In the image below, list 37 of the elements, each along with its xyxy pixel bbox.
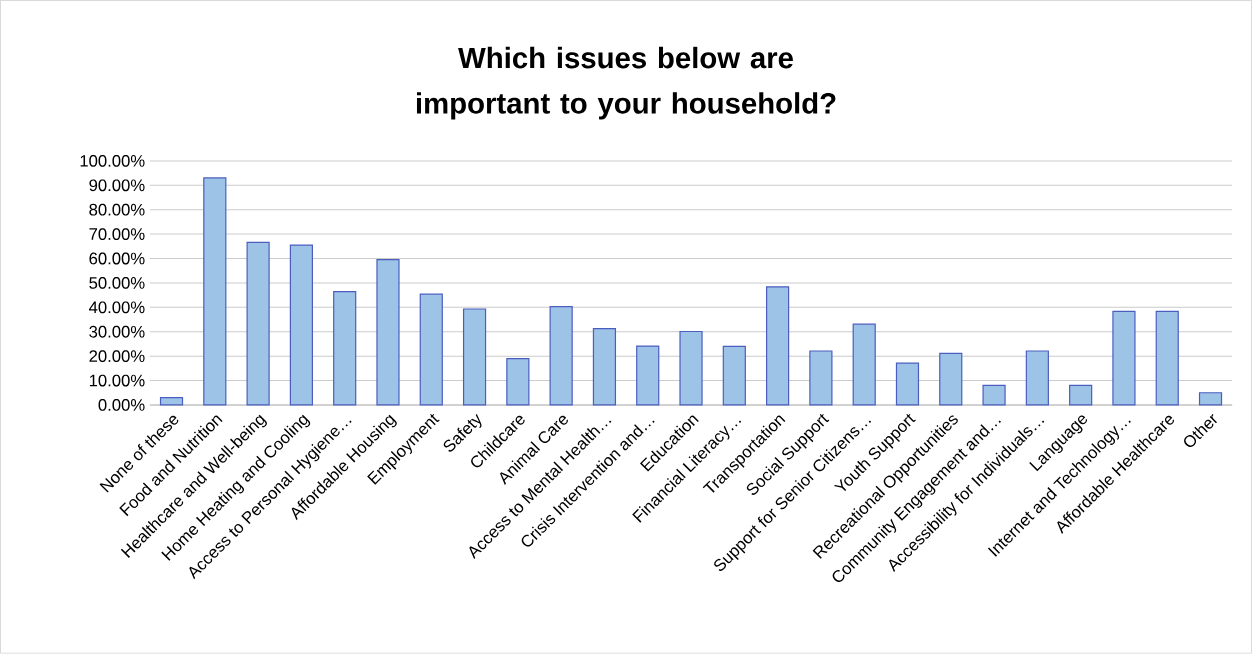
bar [506, 358, 530, 406]
bar [376, 259, 400, 406]
bar [939, 352, 963, 406]
y-tick-label: 20.00% [89, 350, 145, 363]
y-tick-label: 70.00% [89, 228, 145, 241]
bar [1025, 350, 1049, 406]
bar [679, 330, 703, 406]
bar [722, 345, 746, 406]
bar [462, 308, 487, 406]
y-tick-label: 50.00% [89, 277, 145, 289]
bar [636, 345, 660, 406]
bar [982, 384, 1006, 406]
chart-title: Which issues below are important to your household? [416, 46, 836, 120]
y-tick-label: 80.00% [89, 203, 145, 216]
y-tick-label: 100.00% [80, 155, 145, 167]
bar [159, 397, 184, 406]
bar [852, 323, 876, 406]
bar [333, 291, 357, 406]
bar [1112, 310, 1136, 406]
bar [592, 328, 617, 406]
y-tick-label: 30.00% [89, 325, 145, 338]
bar [549, 306, 573, 406]
y-tick-label: 90.00% [89, 179, 145, 192]
y-tick-label: 40.00% [89, 301, 145, 314]
bar [1198, 392, 1223, 406]
y-tick-label: 10.00% [89, 374, 145, 387]
bar [289, 244, 313, 406]
bar [419, 293, 443, 406]
bar [203, 177, 227, 406]
bar [246, 241, 270, 406]
bar [809, 350, 833, 406]
y-tick-label: 60.00% [89, 252, 145, 265]
y-tick-label: 0.00% [98, 399, 145, 411]
bar [1069, 384, 1093, 406]
bar [895, 362, 920, 406]
bar [766, 286, 790, 406]
bar [1155, 310, 1179, 406]
